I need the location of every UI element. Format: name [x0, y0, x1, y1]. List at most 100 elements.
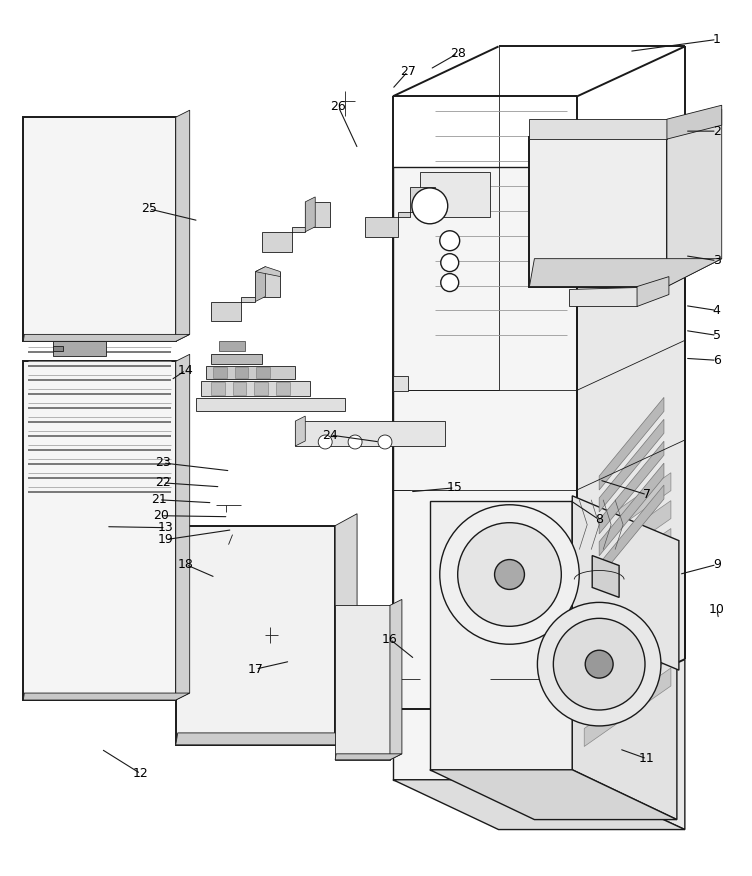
Polygon shape [232, 382, 247, 395]
Polygon shape [578, 167, 685, 830]
Text: 6: 6 [713, 354, 720, 367]
Circle shape [458, 523, 561, 626]
Polygon shape [420, 172, 490, 217]
Polygon shape [584, 668, 671, 746]
Text: 2: 2 [713, 124, 720, 138]
Polygon shape [599, 463, 664, 555]
Text: 7: 7 [643, 488, 651, 501]
Text: 25: 25 [141, 202, 156, 215]
Polygon shape [572, 496, 679, 670]
Text: 5: 5 [713, 328, 720, 342]
Circle shape [441, 273, 459, 292]
Polygon shape [211, 382, 225, 395]
Text: 14: 14 [177, 364, 193, 377]
Text: 9: 9 [713, 558, 720, 571]
Polygon shape [599, 398, 664, 490]
Text: 3: 3 [713, 254, 720, 267]
Circle shape [495, 560, 524, 590]
Polygon shape [296, 421, 444, 446]
Text: 17: 17 [247, 662, 263, 675]
Polygon shape [393, 376, 408, 392]
Polygon shape [529, 258, 722, 286]
Polygon shape [205, 366, 296, 379]
Polygon shape [296, 416, 305, 446]
Polygon shape [23, 361, 176, 700]
Polygon shape [637, 277, 669, 307]
Polygon shape [305, 197, 315, 232]
Polygon shape [176, 110, 190, 342]
Text: 22: 22 [155, 477, 171, 490]
Circle shape [378, 435, 392, 449]
Polygon shape [254, 382, 268, 395]
Polygon shape [430, 501, 572, 770]
Polygon shape [335, 513, 357, 745]
Polygon shape [667, 110, 722, 286]
Polygon shape [584, 612, 671, 690]
Polygon shape [201, 381, 311, 396]
Polygon shape [256, 367, 271, 378]
Text: 10: 10 [709, 603, 725, 616]
Circle shape [440, 505, 579, 644]
Polygon shape [430, 770, 677, 820]
Polygon shape [262, 201, 330, 251]
Text: 13: 13 [158, 521, 174, 534]
Polygon shape [53, 342, 106, 357]
Polygon shape [23, 693, 190, 700]
Polygon shape [211, 354, 262, 364]
Polygon shape [390, 599, 402, 759]
Polygon shape [23, 335, 190, 342]
Text: 4: 4 [713, 304, 720, 317]
Polygon shape [53, 346, 63, 351]
Polygon shape [235, 367, 248, 378]
Text: 8: 8 [595, 513, 603, 526]
Text: 20: 20 [153, 509, 168, 522]
Polygon shape [211, 272, 280, 321]
Polygon shape [529, 138, 667, 286]
Polygon shape [176, 354, 190, 700]
Text: 12: 12 [133, 767, 149, 781]
Polygon shape [256, 266, 265, 301]
Polygon shape [584, 556, 671, 635]
Circle shape [538, 603, 661, 726]
Polygon shape [584, 473, 671, 551]
Text: 28: 28 [450, 47, 465, 60]
Polygon shape [196, 399, 345, 411]
Polygon shape [23, 117, 176, 342]
Polygon shape [335, 754, 402, 759]
Polygon shape [256, 266, 280, 277]
Text: 27: 27 [400, 65, 416, 78]
Circle shape [412, 188, 447, 223]
Polygon shape [365, 187, 435, 237]
Circle shape [441, 254, 459, 272]
Polygon shape [599, 420, 664, 512]
Polygon shape [213, 367, 226, 378]
Polygon shape [599, 485, 664, 577]
Polygon shape [529, 119, 667, 139]
Polygon shape [176, 733, 357, 745]
Circle shape [440, 230, 459, 251]
Polygon shape [277, 382, 290, 395]
Circle shape [348, 435, 362, 449]
Polygon shape [393, 780, 685, 830]
Polygon shape [219, 342, 245, 351]
Polygon shape [176, 526, 335, 745]
Text: 18: 18 [177, 558, 194, 571]
Text: 11: 11 [639, 752, 655, 766]
Polygon shape [335, 605, 390, 759]
Polygon shape [584, 500, 671, 579]
Polygon shape [572, 501, 677, 820]
Circle shape [318, 435, 332, 449]
Text: 16: 16 [382, 632, 398, 646]
Circle shape [585, 650, 613, 678]
Polygon shape [584, 584, 671, 663]
Polygon shape [393, 167, 578, 780]
Polygon shape [592, 555, 619, 597]
Polygon shape [584, 640, 671, 718]
Text: 19: 19 [158, 533, 174, 546]
Text: 24: 24 [323, 428, 338, 442]
Text: 1: 1 [713, 33, 720, 46]
Polygon shape [569, 286, 637, 307]
Polygon shape [584, 528, 671, 607]
Text: 15: 15 [447, 481, 462, 494]
Polygon shape [599, 442, 664, 533]
